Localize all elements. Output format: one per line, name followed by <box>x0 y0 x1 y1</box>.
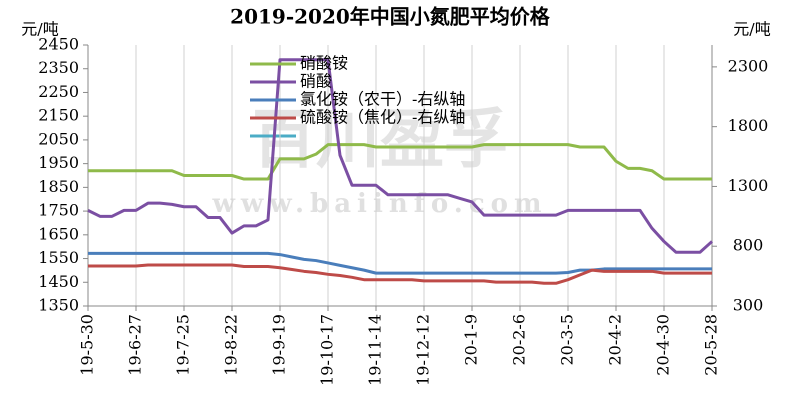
legend-label: 硝酸铵 <box>300 54 348 73</box>
x-tick-label: 19-11-14 <box>366 314 385 386</box>
y-tick-label: 1450 <box>38 272 79 291</box>
legend-label: 氯化铵（农干）-右纵轴 <box>300 90 465 109</box>
legend-label: 硫酸铵（焦化）-右纵轴 <box>300 108 465 127</box>
series-line <box>88 251 712 275</box>
y-tick-label: 1550 <box>38 248 79 267</box>
y-tick-label: 1850 <box>38 177 79 196</box>
series-line <box>87 58 714 254</box>
y-tick-label: 2450 <box>38 35 79 54</box>
x-tick-label: 20-5-28 <box>702 314 721 376</box>
x-tick-label: 20-1-9 <box>462 314 481 366</box>
y2-tick-label: 2300 <box>728 56 769 75</box>
x-tick-label: 19-5-30 <box>78 314 97 376</box>
y-tick-label: 2250 <box>38 82 79 101</box>
x-tick-label: 20-2-6 <box>510 314 529 366</box>
y2-tick-label: 1800 <box>728 116 769 135</box>
y-tick-label: 2050 <box>38 129 79 148</box>
x-tick-label: 20-4-30 <box>654 314 673 376</box>
y-tick-label: 2350 <box>38 58 79 77</box>
x-tick-label: 19-12-12 <box>414 314 433 386</box>
y2-tick-label: 800 <box>733 236 764 255</box>
chart-title: 2019-2020年中国小氮肥平均价格 <box>230 5 551 29</box>
x-tick-label: 19-7-25 <box>174 314 193 376</box>
legend-label: 硝酸 <box>300 72 332 91</box>
y-tick-label: 2150 <box>38 106 79 125</box>
x-tick-label: 19-8-22 <box>222 314 241 376</box>
y-axis-label: 元/吨 <box>21 20 58 39</box>
watermark: 百川盈孚 <box>252 103 508 178</box>
y2-tick-label: 1300 <box>728 176 769 195</box>
y-tick-label: 1750 <box>38 201 79 220</box>
y2-axis-label: 元/吨 <box>733 20 770 39</box>
x-tick-label: 20-4-2 <box>606 314 625 366</box>
y-tick-label: 1650 <box>38 224 79 243</box>
x-tick-label: 19-6-27 <box>126 314 145 376</box>
series-line <box>88 143 712 181</box>
y-tick-label: 1350 <box>38 296 79 315</box>
x-tick-label: 20-3-5 <box>558 314 577 366</box>
y-tick-label: 1950 <box>38 153 79 172</box>
x-tick-label: 19-10-17 <box>318 314 337 386</box>
series-line <box>88 263 712 285</box>
x-tick-label: 19-9-19 <box>270 314 289 376</box>
y2-tick-label: 300 <box>733 296 764 315</box>
